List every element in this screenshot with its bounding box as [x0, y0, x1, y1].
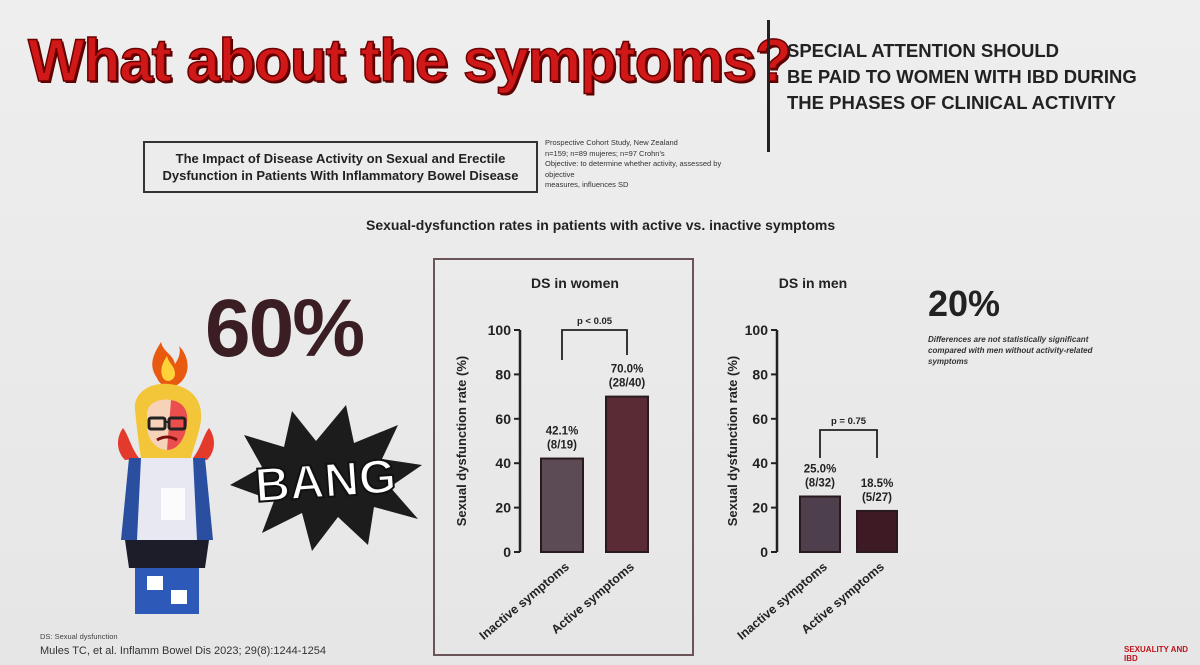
- study-title-line: Dysfunction in Patients With Inflammator…: [162, 168, 519, 183]
- bar-value-label: 42.1%: [546, 426, 579, 438]
- study-note: n=159; n=89 mujeres; n=97 Crohn's: [545, 148, 665, 158]
- study-notes: Prospective Cohort Study, New Zealand n=…: [545, 138, 750, 191]
- attention-callout: SPECIAL ATTENTION SHOULD BE PAID TO WOME…: [787, 38, 1187, 116]
- y-tick-label: 20: [495, 500, 511, 516]
- y-tick-label: 80: [752, 366, 768, 382]
- bar-count-label: (8/32): [805, 478, 835, 490]
- women-bar-chart: DS in women Sexual dysfunction rate (%) 0 2…: [454, 275, 649, 643]
- women-big-percent: 60%: [205, 283, 365, 374]
- chart-subtitle: Sexual-dysfunction rates in patients wit…: [366, 217, 836, 233]
- bar-count-label: (28/40): [609, 378, 646, 390]
- significance-bracket: [819, 429, 878, 458]
- y-tick-label: 0: [503, 544, 511, 560]
- attention-line: SPECIAL ATTENTION SHOULD: [787, 40, 1060, 61]
- bar: [540, 457, 584, 553]
- chart-title: DS in men: [779, 275, 847, 291]
- y-tick-label: 100: [745, 322, 769, 338]
- chart-title: DS in women: [531, 275, 619, 291]
- study-title-box: The Impact of Disease Activity on Sexual…: [143, 141, 538, 193]
- divider-line: [767, 20, 770, 152]
- men-big-percent: 20%: [928, 283, 1001, 324]
- y-tick-label: 40: [752, 455, 768, 471]
- y-tick-label: 20: [752, 500, 768, 516]
- brand-label: SEXUALITY AND IBD: [1124, 645, 1189, 663]
- y-tick-label: 80: [495, 366, 511, 382]
- study-note: measures, influences SD: [545, 180, 629, 189]
- y-tick-label: 100: [488, 322, 512, 338]
- significance-label: p < 0.05: [577, 316, 613, 327]
- significance-bracket: [561, 329, 628, 360]
- y-tick-label: 40: [495, 455, 511, 471]
- bar-value-label: 25.0%: [804, 464, 837, 476]
- y-tick-label: 60: [495, 411, 511, 427]
- y-tick-label: 60: [752, 411, 768, 427]
- slide-title: What about the symptoms?: [27, 26, 792, 95]
- y-axis-label: Sexual dysfunction rate (%): [454, 356, 469, 526]
- x-tick-label: Inactive symptoms: [735, 560, 830, 643]
- study-note: Objective: to determine whether activity…: [545, 159, 722, 179]
- study-note: Prospective Cohort Study, New Zealand: [545, 138, 678, 147]
- men-bar-chart: DS in men Sexual dysfunction rate (%) 0 20 4…: [725, 275, 898, 643]
- angry-woman-illustration: [118, 342, 214, 614]
- footer-reference: Mules TC, et al. Inflamm Bowel Dis 2023;…: [40, 645, 326, 657]
- bar-count-label: (8/19): [547, 440, 577, 452]
- bar: [605, 395, 649, 553]
- significance-label: p = 0.75: [831, 416, 867, 427]
- footer-abbreviation: DS: Sexual dysfunction: [40, 632, 118, 641]
- bar-value-label: 70.0%: [611, 364, 644, 376]
- attention-line: THE PHASES OF CLINICAL ACTIVITY: [787, 92, 1116, 113]
- attention-line: BE PAID TO WOMEN WITH IBD DURING: [787, 66, 1137, 87]
- study-title-line: The Impact of Disease Activity on Sexual…: [175, 151, 506, 166]
- bang-burst-illustration: BANG: [230, 405, 422, 551]
- women-chart-frame: [433, 258, 694, 656]
- bar: [856, 509, 898, 553]
- bar-count-label: (5/27): [862, 492, 892, 504]
- bang-text: BANG: [253, 450, 398, 513]
- y-tick-label: 0: [760, 544, 768, 560]
- bar: [799, 495, 841, 553]
- bar-value-label: 18.5%: [861, 478, 894, 490]
- men-significance-note: Differences are not statistically signif…: [928, 335, 1093, 366]
- y-axis-label: Sexual dysfunction rate (%): [725, 356, 740, 526]
